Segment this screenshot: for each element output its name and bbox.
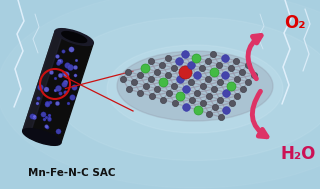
Ellipse shape xyxy=(117,51,273,121)
Ellipse shape xyxy=(55,29,93,46)
Text: Mn-Fe-N-C SAC: Mn-Fe-N-C SAC xyxy=(28,168,116,178)
FancyArrowPatch shape xyxy=(252,91,267,137)
Ellipse shape xyxy=(52,18,320,160)
Polygon shape xyxy=(23,31,93,143)
Ellipse shape xyxy=(107,45,283,133)
Ellipse shape xyxy=(62,32,87,43)
Polygon shape xyxy=(23,31,63,133)
FancyArrowPatch shape xyxy=(248,36,261,79)
Ellipse shape xyxy=(23,129,61,145)
Text: H₂O: H₂O xyxy=(281,145,316,163)
Text: O₂: O₂ xyxy=(284,14,306,32)
